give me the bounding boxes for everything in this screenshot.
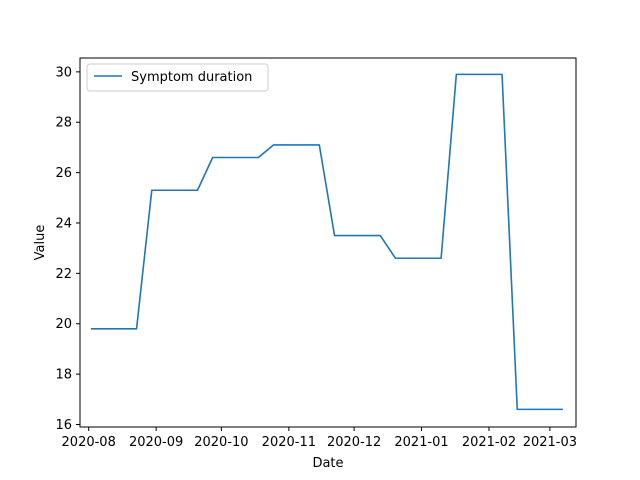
x-tick-label: 2021-02 <box>462 435 516 450</box>
y-tick-label: 18 <box>55 368 72 383</box>
legend-box <box>86 63 269 92</box>
legend-label: Symptom duration <box>131 70 252 85</box>
y-axis-label: Value <box>33 225 48 261</box>
plot-frame <box>79 57 577 428</box>
x-tick-label: 2020-10 <box>194 435 248 450</box>
y-tick-label: 28 <box>55 116 72 131</box>
series-line-0 <box>90 73 563 411</box>
y-axis-ticks: 16 18 20 22 24 26 28 30 <box>55 65 80 433</box>
y-tick-label: 30 <box>55 65 72 80</box>
series-layer <box>90 73 563 411</box>
x-axis-label: Date <box>312 456 343 471</box>
x-tick-label: 2021-01 <box>394 435 448 450</box>
x-tick-label: 2021-03 <box>523 435 577 450</box>
x-tick-label: 2020-11 <box>262 435 316 450</box>
x-tick-label: 2020-08 <box>62 435 116 450</box>
legend: Symptom duration <box>86 63 269 92</box>
y-tick-label: 22 <box>55 267 72 282</box>
y-tick-label: 24 <box>55 216 72 231</box>
y-tick-label: 26 <box>55 166 72 181</box>
x-axis-ticks: 2020-08 2020-09 2020-10 2020-11 2020-12 2021-… <box>62 427 577 450</box>
y-tick-label: 16 <box>55 418 72 433</box>
x-tick-label: 2020-12 <box>327 435 381 450</box>
y-tick-label: 20 <box>55 317 72 332</box>
x-tick-label: 2020-09 <box>129 435 183 450</box>
